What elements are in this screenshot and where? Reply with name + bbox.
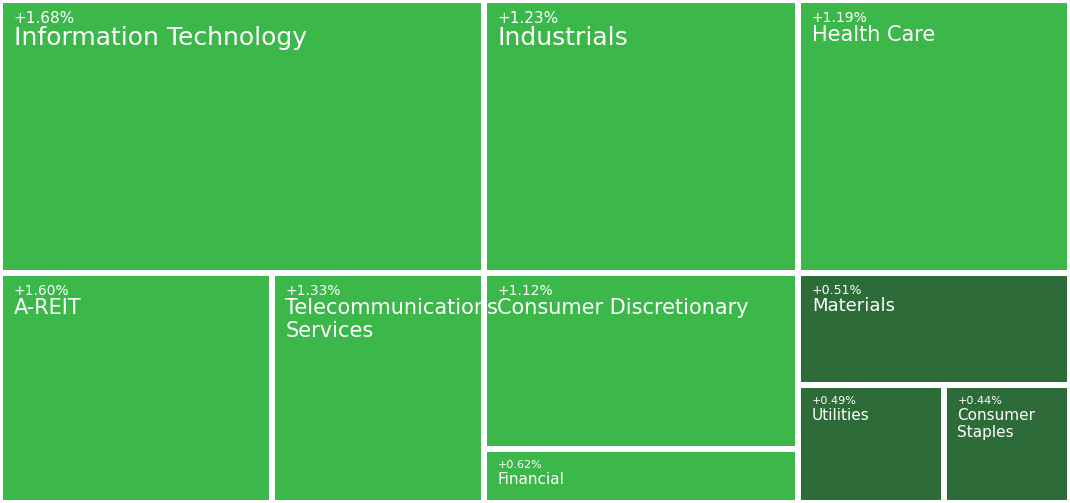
Text: +0.51%: +0.51% <box>812 284 862 297</box>
Text: +0.62%: +0.62% <box>498 460 542 470</box>
Bar <box>801 388 941 500</box>
Text: +0.44%: +0.44% <box>958 396 1003 406</box>
Text: +1.60%: +1.60% <box>14 284 70 298</box>
Text: +1.68%: +1.68% <box>14 11 75 26</box>
Bar <box>3 276 269 500</box>
Bar <box>801 276 1067 382</box>
Text: Utilities: Utilities <box>812 408 870 423</box>
Bar <box>275 276 480 500</box>
Text: +1.33%: +1.33% <box>286 284 341 298</box>
Text: Telecommunications
Services: Telecommunications Services <box>286 298 499 342</box>
Text: +1.12%: +1.12% <box>498 284 553 298</box>
Bar <box>487 276 795 446</box>
Text: Materials: Materials <box>812 297 895 315</box>
Text: Financial: Financial <box>498 472 564 487</box>
Text: Consumer
Staples: Consumer Staples <box>958 408 1036 440</box>
Bar <box>487 3 795 270</box>
Bar <box>487 452 795 500</box>
Text: Industrials: Industrials <box>498 26 628 50</box>
Bar <box>3 3 480 270</box>
Text: Health Care: Health Care <box>812 25 935 45</box>
Text: Information Technology: Information Technology <box>14 26 307 50</box>
Text: Consumer Discretionary: Consumer Discretionary <box>498 298 749 318</box>
Text: +1.19%: +1.19% <box>812 11 868 25</box>
Text: +0.49%: +0.49% <box>812 396 857 406</box>
Text: +1.23%: +1.23% <box>498 11 559 26</box>
Bar <box>801 3 1067 270</box>
Bar <box>947 388 1067 500</box>
Text: A-REIT: A-REIT <box>14 298 81 318</box>
